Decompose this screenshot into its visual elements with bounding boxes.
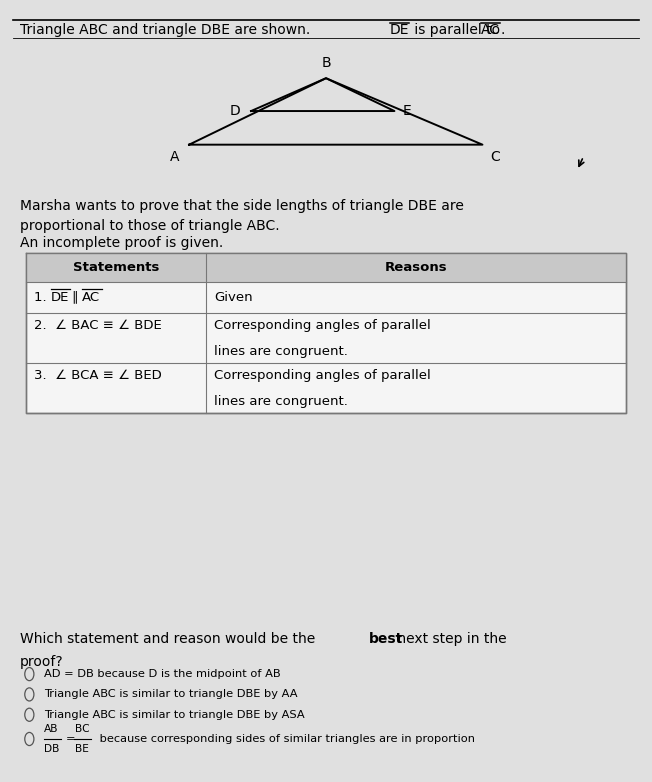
Text: 3.  ∠ BCA ≡ ∠ BED: 3. ∠ BCA ≡ ∠ BED bbox=[34, 369, 162, 382]
Text: DE: DE bbox=[390, 23, 409, 37]
Text: A: A bbox=[170, 150, 179, 164]
Text: AC: AC bbox=[82, 291, 100, 303]
Text: Triangle ABC is similar to triangle DBE by ASA: Triangle ABC is similar to triangle DBE … bbox=[44, 710, 305, 719]
Text: D: D bbox=[230, 104, 240, 118]
Text: because corresponding sides of similar triangles are in proportion: because corresponding sides of similar t… bbox=[96, 734, 475, 744]
Text: AC: AC bbox=[481, 23, 499, 37]
Text: lines are congruent.: lines are congruent. bbox=[214, 345, 348, 358]
Text: C: C bbox=[490, 150, 500, 164]
Text: Which statement and reason would be the: Which statement and reason would be the bbox=[20, 632, 319, 646]
Text: BE: BE bbox=[75, 744, 89, 754]
Text: Given: Given bbox=[214, 291, 252, 303]
Text: Corresponding angles of parallel: Corresponding angles of parallel bbox=[214, 369, 430, 382]
Text: ∥: ∥ bbox=[71, 291, 78, 303]
Text: Reasons: Reasons bbox=[385, 261, 447, 274]
Text: 1.: 1. bbox=[34, 291, 51, 303]
Text: Statements: Statements bbox=[73, 261, 159, 274]
Text: 2.  ∠ BAC ≡ ∠ BDE: 2. ∠ BAC ≡ ∠ BDE bbox=[34, 319, 162, 332]
Text: E: E bbox=[403, 104, 411, 118]
Text: DE: DE bbox=[51, 291, 69, 303]
Text: BC: BC bbox=[75, 724, 89, 734]
Text: next step in the: next step in the bbox=[393, 632, 507, 646]
Bar bbox=[26, 253, 626, 282]
Text: Triangle ABC is similar to triangle DBE by AA: Triangle ABC is similar to triangle DBE … bbox=[44, 690, 298, 699]
Text: Triangle ABC and triangle DBE are shown.: Triangle ABC and triangle DBE are shown. bbox=[20, 23, 323, 37]
Text: =: = bbox=[66, 734, 76, 744]
Text: An incomplete proof is given.: An incomplete proof is given. bbox=[20, 236, 223, 250]
Text: AB: AB bbox=[44, 724, 59, 734]
Text: is parallel to: is parallel to bbox=[410, 23, 514, 37]
Text: proof?: proof? bbox=[20, 655, 63, 669]
Text: DB: DB bbox=[44, 744, 60, 754]
Text: Corresponding angles of parallel: Corresponding angles of parallel bbox=[214, 319, 430, 332]
Text: B: B bbox=[321, 56, 331, 70]
Text: best: best bbox=[368, 632, 403, 646]
Text: .: . bbox=[501, 23, 505, 37]
Bar bbox=[26, 253, 626, 413]
Text: Marsha wants to prove that the side lengths of triangle DBE are
proportional to : Marsha wants to prove that the side leng… bbox=[20, 199, 464, 234]
Text: AD = DB because D is the midpoint of AB: AD = DB because D is the midpoint of AB bbox=[44, 669, 281, 679]
Text: lines are congruent.: lines are congruent. bbox=[214, 395, 348, 408]
